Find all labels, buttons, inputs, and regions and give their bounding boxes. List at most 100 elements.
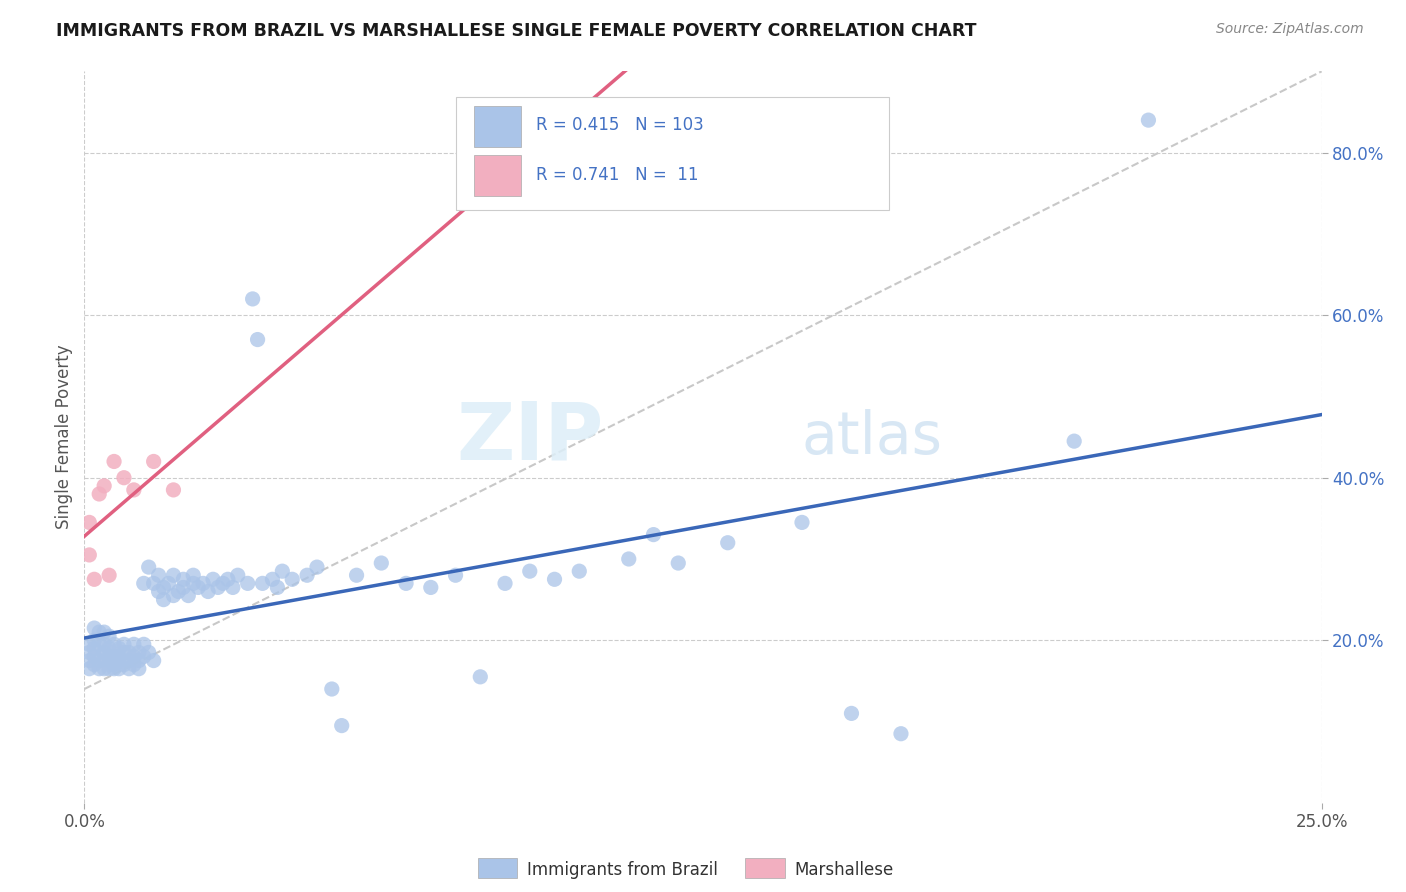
Point bbox=[346, 568, 368, 582]
Point bbox=[1063, 434, 1085, 449]
Point bbox=[395, 576, 418, 591]
Point bbox=[98, 641, 121, 656]
Point bbox=[118, 662, 141, 676]
Point bbox=[128, 645, 150, 659]
Point bbox=[112, 637, 135, 651]
Point bbox=[103, 637, 125, 651]
Point bbox=[108, 662, 131, 676]
Point bbox=[841, 706, 863, 721]
Point bbox=[1137, 113, 1160, 128]
Point bbox=[162, 568, 184, 582]
Point bbox=[103, 657, 125, 672]
Point bbox=[152, 592, 174, 607]
Text: ZIP: ZIP bbox=[457, 398, 605, 476]
Point bbox=[112, 471, 135, 485]
Point bbox=[122, 657, 145, 672]
Text: Immigrants from Brazil: Immigrants from Brazil bbox=[527, 861, 718, 879]
Point bbox=[122, 637, 145, 651]
Point bbox=[519, 564, 541, 578]
Point bbox=[103, 649, 125, 664]
Point bbox=[187, 581, 209, 595]
Point bbox=[444, 568, 467, 582]
Point bbox=[617, 552, 640, 566]
Point bbox=[217, 572, 239, 586]
Text: R = 0.741   N =  11: R = 0.741 N = 11 bbox=[536, 166, 699, 185]
Text: Marshallese: Marshallese bbox=[794, 861, 894, 879]
Point bbox=[132, 637, 155, 651]
Point bbox=[142, 454, 165, 468]
Point bbox=[167, 584, 190, 599]
Point bbox=[222, 581, 245, 595]
Point bbox=[162, 483, 184, 497]
Text: IMMIGRANTS FROM BRAZIL VS MARSHALLESE SINGLE FEMALE POVERTY CORRELATION CHART: IMMIGRANTS FROM BRAZIL VS MARSHALLESE SI… bbox=[56, 22, 977, 40]
Point bbox=[103, 662, 125, 676]
Point bbox=[321, 681, 343, 696]
Point bbox=[93, 625, 115, 640]
Point bbox=[236, 576, 259, 591]
Point bbox=[177, 589, 200, 603]
Point bbox=[98, 568, 121, 582]
Point bbox=[790, 516, 813, 530]
Point bbox=[181, 568, 204, 582]
Point bbox=[148, 584, 170, 599]
Point bbox=[266, 581, 288, 595]
Point bbox=[246, 333, 269, 347]
Point bbox=[83, 641, 105, 656]
Point bbox=[142, 576, 165, 591]
Point bbox=[132, 576, 155, 591]
Point bbox=[543, 572, 565, 586]
Point bbox=[103, 454, 125, 468]
Point bbox=[93, 649, 115, 664]
Text: R = 0.415   N = 103: R = 0.415 N = 103 bbox=[536, 116, 704, 134]
Point bbox=[295, 568, 318, 582]
Point bbox=[226, 568, 249, 582]
Point bbox=[132, 649, 155, 664]
Y-axis label: Single Female Poverty: Single Female Poverty bbox=[55, 345, 73, 529]
Point bbox=[202, 572, 225, 586]
Point bbox=[98, 649, 121, 664]
Point bbox=[79, 662, 101, 676]
FancyBboxPatch shape bbox=[474, 155, 522, 195]
Point bbox=[79, 637, 101, 651]
Point bbox=[207, 581, 229, 595]
Point bbox=[122, 483, 145, 497]
Point bbox=[98, 662, 121, 676]
Point bbox=[128, 662, 150, 676]
Point bbox=[89, 662, 111, 676]
Point bbox=[172, 572, 194, 586]
Point bbox=[138, 645, 160, 659]
Point bbox=[79, 654, 101, 668]
Point bbox=[108, 649, 131, 664]
Point bbox=[122, 649, 145, 664]
Point bbox=[305, 560, 328, 574]
Point bbox=[643, 527, 665, 541]
Point bbox=[93, 637, 115, 651]
Point bbox=[568, 564, 591, 578]
Point bbox=[79, 645, 101, 659]
Point bbox=[89, 654, 111, 668]
Point bbox=[83, 572, 105, 586]
Point bbox=[83, 657, 105, 672]
Point bbox=[890, 727, 912, 741]
Point bbox=[118, 645, 141, 659]
Point bbox=[252, 576, 274, 591]
Point bbox=[108, 641, 131, 656]
Point bbox=[108, 654, 131, 668]
Point bbox=[83, 649, 105, 664]
Point bbox=[717, 535, 740, 549]
Point bbox=[93, 479, 115, 493]
Point bbox=[370, 556, 392, 570]
Point bbox=[172, 581, 194, 595]
Point bbox=[138, 560, 160, 574]
Point bbox=[98, 654, 121, 668]
Point bbox=[93, 662, 115, 676]
Point bbox=[93, 645, 115, 659]
Point bbox=[281, 572, 304, 586]
Point bbox=[162, 589, 184, 603]
Text: atlas: atlas bbox=[801, 409, 943, 466]
Point bbox=[157, 576, 180, 591]
Point bbox=[89, 637, 111, 651]
Point bbox=[128, 654, 150, 668]
Point bbox=[148, 568, 170, 582]
Point bbox=[197, 584, 219, 599]
